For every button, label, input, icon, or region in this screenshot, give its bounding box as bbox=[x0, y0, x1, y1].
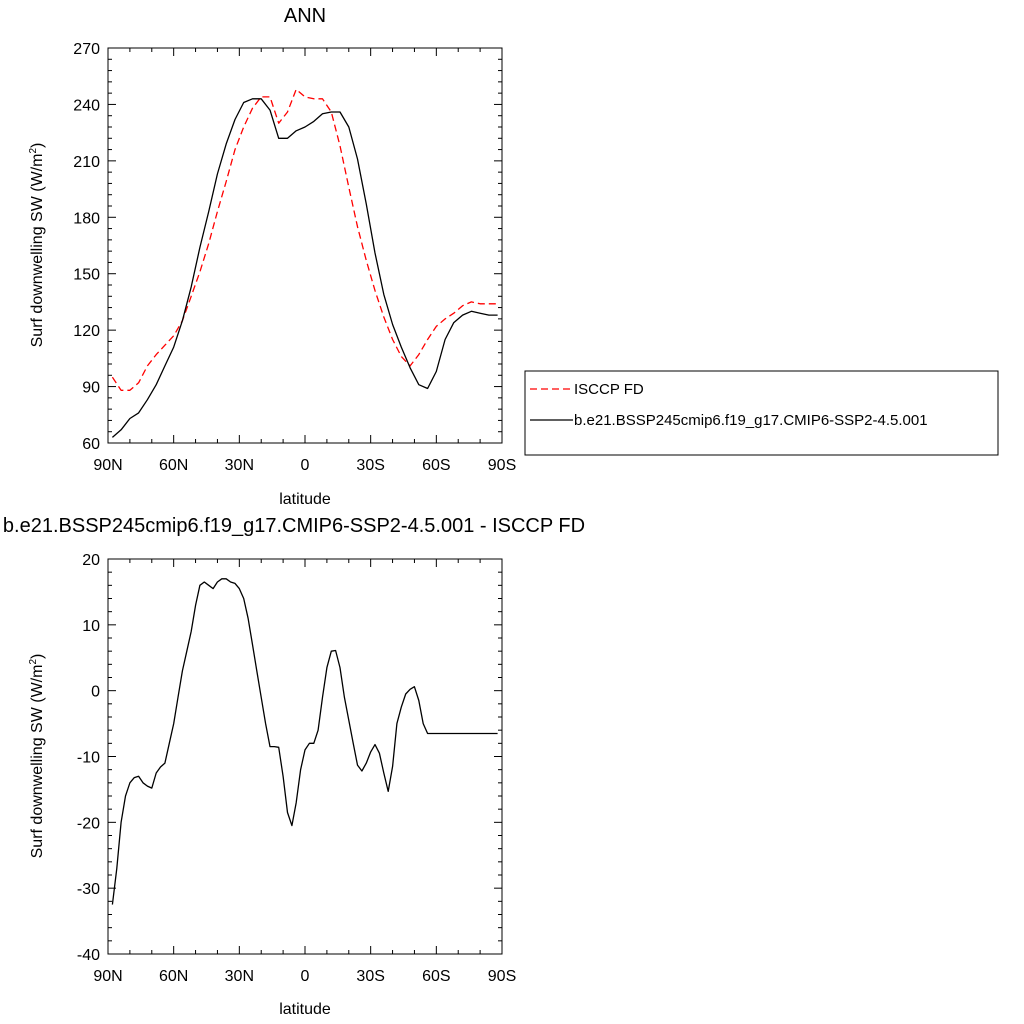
x-tick-label: 30N bbox=[225, 968, 254, 985]
panel-top-title: ANN bbox=[284, 5, 326, 27]
x-tick-label: 0 bbox=[301, 968, 310, 985]
panel-top-ylabel: Surf downwelling SW (W/m2) bbox=[28, 143, 46, 348]
x-tick-label: 90N bbox=[93, 457, 122, 474]
panel-bottom: b.e21.BSSP245cmip6.f19_g17.CMIP6-SSP2-4.… bbox=[3, 515, 585, 1018]
panel-bottom-title: b.e21.BSSP245cmip6.f19_g17.CMIP6-SSP2-4.… bbox=[3, 515, 585, 537]
panel-top: ANN 90N 60N 30N 0 30S 60S 90S 60 90 120 150 180 210 2… bbox=[28, 5, 516, 508]
panel-top-frame bbox=[107, 47, 503, 444]
y-tick-label: 180 bbox=[73, 210, 100, 227]
y-tick-label: 240 bbox=[73, 97, 100, 114]
y-tick-label: 60 bbox=[82, 436, 100, 453]
panel-bottom-series bbox=[111, 578, 498, 905]
panel-top-ticks: 90N 60N 30N 0 30S 60S 90S 60 90 120 150 180 210 240 27… bbox=[73, 41, 516, 474]
x-tick-label: 60N bbox=[159, 457, 188, 474]
y-tick-label: -30 bbox=[77, 881, 100, 898]
y-tick-label: 0 bbox=[91, 684, 100, 701]
x-tick-label: 30S bbox=[356, 968, 384, 985]
y-tick-label: -20 bbox=[77, 815, 100, 832]
x-tick-label: 60S bbox=[422, 968, 450, 985]
x-tick-label: 90S bbox=[488, 968, 516, 985]
top-series-line-1 bbox=[111, 98, 498, 438]
y-tick-label: 210 bbox=[73, 154, 100, 171]
x-tick-label: 0 bbox=[301, 457, 310, 474]
x-tick-label: 30N bbox=[225, 457, 254, 474]
y-tick-label: 120 bbox=[73, 323, 100, 340]
y-tick-label: -40 bbox=[77, 947, 100, 964]
panel-bottom-frame bbox=[107, 558, 503, 955]
panel-top-xlabel: latitude bbox=[279, 491, 331, 508]
panel-bottom-xlabel: latitude bbox=[279, 1001, 331, 1018]
panel-bottom-ylabel: Surf downwelling SW (W/m2) bbox=[28, 654, 46, 859]
top-series-line-0 bbox=[111, 88, 498, 391]
legend: ISCCP FD b.e21.BSSP245cmip6.f19_g17.CMIP… bbox=[524, 370, 999, 456]
bottom-series-line-0 bbox=[111, 578, 498, 905]
x-tick-label: 60N bbox=[159, 968, 188, 985]
y-tick-label: 10 bbox=[82, 618, 100, 635]
x-tick-label: 90N bbox=[93, 968, 122, 985]
y-tick-label: 20 bbox=[82, 552, 100, 569]
legend-label-model: b.e21.BSSP245cmip6.f19_g17.CMIP6-SSP2-4.… bbox=[574, 412, 928, 429]
panel-top-series bbox=[111, 88, 498, 438]
panel-bottom-ticks: 90N 60N 30N 0 30S 60S 90S -40 -30 -20 -10 0 10 20 bbox=[77, 552, 516, 985]
y-tick-label: 150 bbox=[73, 267, 100, 284]
legend-box bbox=[524, 370, 999, 456]
y-tick-label: 270 bbox=[73, 41, 100, 58]
x-tick-label: 30S bbox=[356, 457, 384, 474]
y-tick-label: -10 bbox=[77, 750, 100, 767]
x-tick-label: 90S bbox=[488, 457, 516, 474]
x-tick-label: 60S bbox=[422, 457, 450, 474]
legend-label-isccp: ISCCP FD bbox=[574, 381, 644, 398]
y-tick-label: 90 bbox=[82, 380, 100, 397]
